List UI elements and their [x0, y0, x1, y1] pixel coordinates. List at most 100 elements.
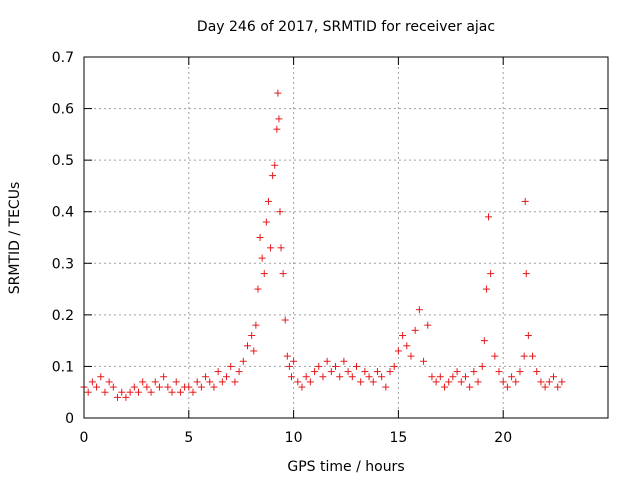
data-point: [390, 362, 398, 370]
data-point: [407, 352, 415, 360]
data-point: [147, 388, 155, 396]
x-axis-label: GPS time / hours: [287, 459, 404, 475]
data-point: [480, 337, 488, 345]
data-point: [516, 368, 524, 376]
data-point: [550, 373, 558, 381]
data-point: [288, 373, 296, 381]
data-point: [274, 89, 282, 97]
data-point: [271, 161, 279, 169]
data-point: [223, 373, 231, 381]
data-point: [541, 383, 549, 391]
data-point: [126, 388, 134, 396]
data-point: [529, 352, 537, 360]
data-point: [306, 378, 314, 386]
data-point: [545, 378, 553, 386]
data-point: [323, 357, 331, 365]
y-tick-label: 0.5: [52, 153, 74, 169]
data-point: [332, 362, 340, 370]
data-point: [285, 362, 293, 370]
data-point: [84, 388, 92, 396]
data-point: [254, 285, 262, 293]
data-point: [143, 383, 151, 391]
data-point: [264, 197, 272, 205]
data-point: [275, 115, 283, 123]
data-point: [478, 362, 486, 370]
y-tick-label: 0.2: [52, 308, 74, 324]
data-point: [260, 270, 268, 278]
data-point: [461, 373, 469, 381]
data-point: [453, 368, 461, 376]
data-point: [344, 368, 352, 376]
data-point: [298, 383, 306, 391]
data-point: [524, 331, 532, 339]
chart-title: Day 246 of 2017, SRMTID for receiver aja…: [197, 19, 495, 35]
data-points: [80, 89, 566, 401]
data-point: [373, 368, 381, 376]
data-point: [155, 383, 163, 391]
grid-lines: [84, 57, 608, 418]
data-point: [130, 383, 138, 391]
data-point: [378, 373, 386, 381]
data-point: [168, 388, 176, 396]
data-point: [101, 388, 109, 396]
data-point: [352, 362, 360, 370]
data-point: [250, 347, 258, 355]
y-tick-label: 0.3: [52, 256, 74, 272]
data-point: [319, 373, 327, 381]
data-point: [256, 234, 264, 241]
y-axis-ticks: 0 0.1 0.2 0.3 0.4 0.5 0.6 0.7: [52, 50, 608, 427]
x-tick-label: 10: [285, 430, 303, 446]
data-point: [243, 342, 251, 350]
y-axis-label: SRMTID / TECUs: [7, 182, 23, 295]
x-tick-label: 0: [80, 430, 89, 446]
data-point: [267, 244, 275, 252]
data-point: [533, 368, 541, 376]
data-point: [485, 213, 493, 221]
x-tick-label: 5: [184, 430, 193, 446]
data-point: [327, 368, 335, 376]
data-point: [499, 378, 507, 386]
data-point: [508, 373, 516, 381]
data-point: [432, 378, 440, 386]
data-point: [466, 383, 474, 391]
data-point: [445, 378, 453, 386]
data-point: [554, 383, 562, 391]
data-point: [105, 378, 113, 386]
data-point: [172, 378, 180, 386]
data-point: [273, 125, 281, 133]
data-point: [441, 383, 449, 391]
data-point: [210, 383, 218, 391]
data-point: [277, 244, 285, 252]
x-tick-label: 20: [494, 430, 512, 446]
y-tick-label: 0.7: [52, 50, 74, 66]
data-point: [269, 172, 277, 180]
data-point: [415, 306, 423, 314]
data-point: [491, 352, 499, 360]
data-point: [206, 378, 214, 386]
data-point: [428, 373, 436, 381]
data-point: [164, 383, 172, 391]
data-point: [279, 270, 287, 278]
data-point: [436, 373, 444, 381]
data-point: [185, 383, 193, 391]
data-point: [262, 218, 270, 226]
data-point: [470, 368, 478, 376]
data-point: [176, 388, 184, 396]
data-point: [218, 378, 226, 386]
data-point: [474, 378, 482, 386]
data-point: [160, 373, 168, 381]
y-tick-label: 0.1: [52, 359, 74, 375]
data-point: [315, 362, 323, 370]
data-point: [399, 331, 407, 339]
data-point: [252, 321, 260, 329]
data-point: [109, 383, 117, 391]
data-point: [311, 368, 319, 376]
data-point: [348, 373, 356, 381]
data-point: [122, 393, 130, 401]
data-point: [424, 321, 432, 329]
data-point: [239, 357, 247, 365]
data-point: [369, 378, 377, 386]
data-point: [197, 383, 205, 391]
data-point: [290, 357, 298, 365]
